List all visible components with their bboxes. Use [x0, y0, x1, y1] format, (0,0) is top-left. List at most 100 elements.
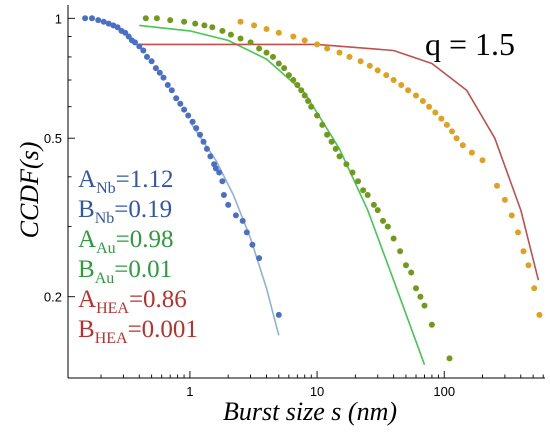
data-point	[197, 131, 203, 138]
x-tick-label: 1	[186, 384, 193, 399]
data-point	[201, 22, 208, 29]
y-tick-label: 0.2	[44, 290, 62, 305]
data-point	[308, 103, 315, 110]
data-point	[89, 15, 95, 22]
data-point	[332, 145, 339, 152]
data-point	[324, 45, 331, 52]
data-point	[270, 53, 276, 60]
data-point	[247, 39, 254, 46]
data-point	[421, 302, 428, 309]
axes	[67, 5, 545, 379]
data-point	[380, 217, 386, 224]
data-point	[405, 87, 412, 94]
data-point	[417, 293, 424, 300]
parameter-labels: ANb=1.12BNb=0.19AAu=0.98BAu=0.01AHEA=0.8…	[78, 166, 198, 347]
data-point	[360, 187, 367, 194]
data-point	[314, 112, 321, 119]
data-point	[398, 82, 405, 88]
parameter-label: ANb=1.12	[78, 166, 173, 197]
series-2	[142, 15, 453, 362]
x-tick-label: 10	[310, 384, 324, 399]
data-point	[249, 241, 256, 248]
data-point	[209, 24, 216, 31]
x-tick-label: 100	[433, 384, 455, 399]
data-point	[290, 33, 297, 40]
data-point	[343, 161, 350, 168]
data-point	[301, 37, 308, 44]
data-point	[370, 201, 377, 208]
data-point	[237, 18, 244, 25]
data-point	[200, 138, 207, 145]
data-point	[515, 229, 521, 236]
data-point	[142, 15, 149, 22]
data-point	[294, 82, 301, 88]
data-points	[82, 15, 543, 362]
data-point	[275, 311, 282, 318]
fit-curve-3	[139, 43, 540, 281]
data-point	[384, 223, 391, 230]
data-point	[305, 98, 312, 104]
data-point	[443, 121, 450, 128]
data-point	[349, 169, 356, 176]
data-point	[357, 58, 364, 65]
data-point	[152, 65, 159, 72]
data-point	[397, 248, 404, 255]
data-point	[243, 229, 250, 236]
data-point	[520, 248, 527, 255]
data-point	[449, 128, 455, 135]
data-point	[100, 18, 107, 25]
data-point	[453, 135, 460, 142]
data-point	[132, 39, 138, 46]
data-point	[336, 49, 343, 56]
data-point	[105, 20, 112, 27]
data-point	[232, 212, 239, 219]
data-point	[383, 72, 390, 79]
data-point	[160, 74, 167, 81]
data-point	[167, 17, 174, 24]
data-point	[319, 121, 326, 128]
parameter-label: BNb=0.19	[78, 196, 172, 227]
data-point	[95, 17, 102, 24]
data-point	[501, 196, 508, 203]
data-point	[494, 182, 500, 189]
data-point	[181, 106, 188, 113]
data-point	[275, 29, 282, 36]
data-point	[227, 31, 234, 38]
data-point	[148, 58, 155, 65]
data-point	[432, 109, 439, 116]
data-point	[239, 217, 246, 224]
data-point	[82, 15, 89, 22]
parameter-label: BHEA=0.001	[78, 316, 198, 347]
data-point	[438, 115, 445, 122]
data-point	[413, 92, 419, 99]
data-point	[314, 41, 321, 48]
data-point	[419, 98, 426, 104]
data-point	[336, 153, 343, 160]
series-1	[82, 15, 282, 318]
data-point	[256, 45, 263, 52]
data-point	[212, 165, 219, 172]
data-point	[263, 26, 270, 32]
parameter-label: AAu=0.98	[78, 226, 173, 257]
data-point	[177, 100, 184, 107]
data-point	[281, 65, 288, 72]
data-point	[346, 53, 353, 60]
parameter-label: AHEA=0.86	[78, 286, 187, 317]
data-point	[203, 145, 210, 152]
data-point	[355, 178, 361, 185]
data-point	[173, 95, 180, 102]
tick-labels: 1 10 100 1 0.5 0.2	[44, 11, 455, 399]
data-point	[122, 29, 129, 36]
y-tick-label: 0.5	[44, 131, 62, 146]
data-point	[446, 355, 453, 362]
data-point	[219, 27, 226, 34]
y-tick-label: 1	[55, 11, 62, 26]
data-point	[275, 60, 282, 67]
data-point	[251, 22, 258, 29]
data-point	[219, 178, 226, 185]
data-point	[220, 192, 227, 198]
data-point	[426, 103, 433, 110]
data-point	[479, 157, 486, 164]
data-point	[256, 255, 263, 262]
x-axis-label: Burst size s (nm)	[223, 397, 397, 426]
